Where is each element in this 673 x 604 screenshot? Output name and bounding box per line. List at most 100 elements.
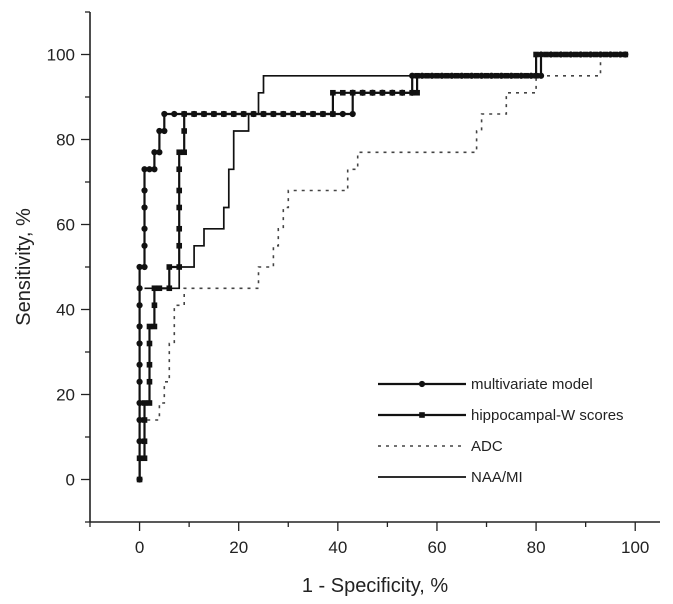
data-point: [359, 89, 366, 96]
data-point: [567, 51, 574, 58]
data-point: [181, 110, 188, 118]
x-axis-ticks: 0 20 40 60 80 100: [89, 522, 649, 557]
legend-item-naa-mi: NAA/MI: [378, 469, 523, 486]
data-point: [210, 110, 218, 118]
x-tick-label: 100: [621, 538, 649, 557]
legend-label: hippocampal-W scores: [471, 407, 624, 424]
data-point: [508, 72, 515, 79]
legend-label: NAA/MI: [471, 469, 523, 486]
data-point: [151, 149, 158, 156]
data-point: [200, 110, 208, 118]
data-point: [220, 110, 227, 118]
data-point: [141, 187, 148, 194]
data-point: [161, 127, 168, 135]
data-point: [141, 242, 148, 249]
legend-item-multivariate-model: multivariate model: [378, 376, 593, 393]
data-point: [617, 51, 624, 58]
series-line-naa-mi: [144, 53, 626, 290]
data-point: [146, 166, 153, 173]
data-point: [136, 438, 143, 445]
data-point: [319, 110, 327, 118]
data-point: [161, 110, 168, 118]
data-point: [176, 204, 183, 211]
data-point: [151, 302, 158, 309]
data-point: [136, 263, 143, 271]
data-point: [146, 378, 153, 385]
data-point: [151, 166, 158, 173]
data-point: [309, 110, 317, 118]
data-point: [498, 72, 505, 79]
data-point: [141, 455, 148, 462]
data-point: [136, 285, 143, 292]
data-point: [136, 399, 143, 407]
data-point: [141, 166, 148, 173]
data-point: [146, 323, 153, 330]
data-point: [176, 166, 183, 173]
data-point: [428, 72, 436, 79]
data-point: [176, 187, 183, 194]
data-point: [230, 110, 237, 118]
data-point: [448, 72, 455, 79]
data-point: [156, 285, 163, 292]
y-tick-label: 80: [56, 131, 75, 150]
data-point: [151, 323, 158, 330]
x-tick-label: 20: [229, 538, 248, 557]
data-point: [349, 110, 356, 118]
data-point: [156, 149, 163, 156]
data-point: [607, 51, 614, 58]
data-point: [339, 110, 346, 118]
data-point: [419, 412, 425, 418]
x-tick-label: 60: [427, 538, 446, 557]
data-point: [418, 380, 426, 388]
legend-label: ADC: [471, 438, 503, 455]
data-point: [280, 110, 287, 118]
data-point: [166, 264, 173, 270]
data-point: [458, 72, 465, 79]
data-point: [146, 361, 153, 368]
data-point: [181, 149, 187, 156]
legend-label: multivariate model: [471, 376, 593, 393]
data-point: [176, 149, 183, 156]
data-point: [339, 89, 346, 96]
data-point: [146, 400, 153, 406]
data-point: [136, 361, 143, 368]
data-point: [399, 89, 406, 96]
data-point: [240, 110, 247, 118]
y-axis-label: Sensitivity, %: [13, 208, 35, 326]
data-point: [141, 400, 148, 406]
data-point: [176, 225, 183, 232]
data-point: [136, 476, 143, 483]
data-point: [136, 416, 143, 424]
data-point: [468, 72, 475, 79]
data-point: [141, 438, 148, 445]
data-point: [369, 89, 376, 96]
data-point: [329, 110, 336, 118]
x-tick-label: 40: [328, 538, 347, 557]
series-layer: [136, 51, 629, 483]
data-point: [518, 72, 525, 79]
data-point: [330, 89, 336, 96]
x-tick-label: 80: [527, 538, 546, 557]
data-point: [409, 89, 416, 96]
data-point: [171, 110, 178, 118]
data-point: [389, 89, 396, 96]
x-tick-label: 0: [135, 538, 144, 557]
data-point: [622, 51, 629, 58]
data-point: [409, 72, 416, 79]
y-tick-label: 0: [66, 471, 75, 490]
y-tick-label: 100: [47, 46, 75, 65]
data-point: [478, 72, 485, 79]
data-point: [379, 89, 386, 96]
data-point: [141, 263, 148, 271]
data-point: [597, 51, 604, 58]
y-tick-label: 60: [56, 216, 75, 235]
y-tick-label: 40: [56, 301, 75, 320]
legend-item-adc: ADC: [378, 438, 503, 455]
data-point: [533, 51, 539, 58]
data-point: [260, 110, 267, 118]
x-axis-label: 1 - Specificity, %: [302, 575, 449, 597]
data-point: [349, 89, 356, 96]
data-point: [528, 72, 535, 79]
legend: multivariate model hippocampal-W scores AD…: [378, 376, 624, 486]
